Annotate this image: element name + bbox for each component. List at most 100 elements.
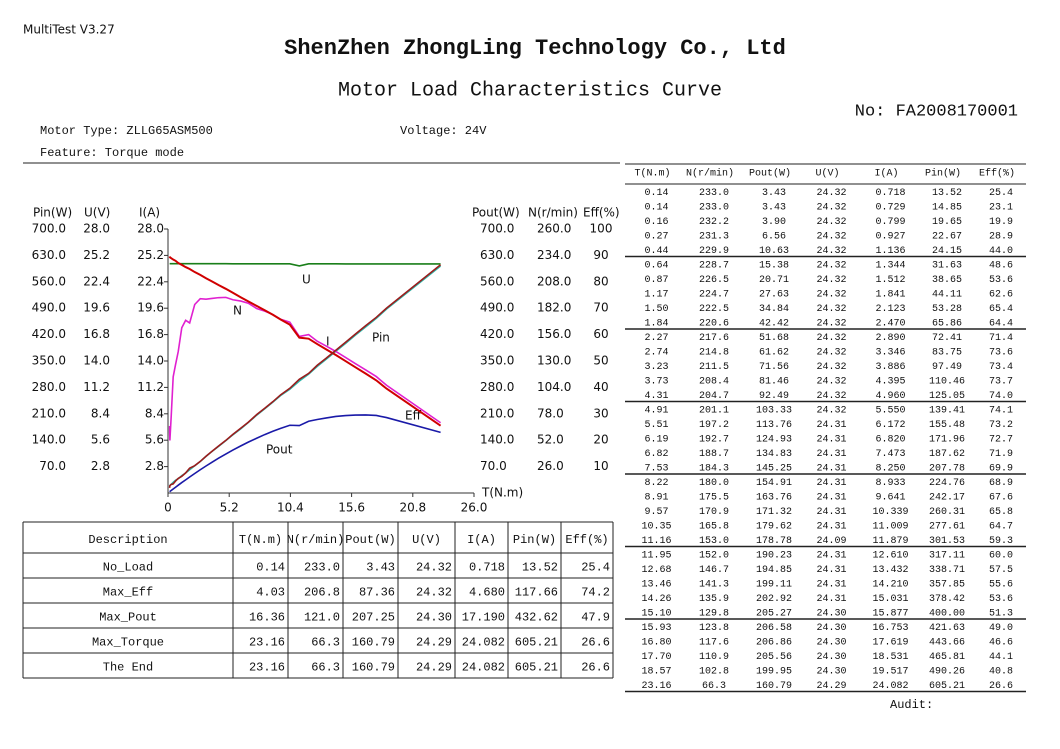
data-cell: 11.879 [872, 536, 908, 547]
data-cell: 110.9 [699, 652, 729, 663]
data-cell: 24.31 [816, 420, 846, 431]
data-cell: 19.517 [872, 666, 908, 677]
data-cell: 24.30 [816, 666, 846, 677]
data-cell: 152.0 [699, 550, 729, 561]
data-cell: 443.66 [929, 637, 965, 648]
data-cell: 154.91 [756, 478, 792, 489]
summary-header: Pout(W) [345, 533, 395, 547]
summary-cell: 26.6 [581, 661, 610, 675]
data-cell: 73.6 [989, 347, 1013, 358]
data-cell: 6.82 [644, 449, 668, 460]
data-cell: 0.799 [875, 217, 905, 228]
data-cell: 217.6 [699, 333, 729, 344]
data-cell: 24.32 [816, 260, 846, 271]
data-cell: 51.3 [989, 608, 1013, 619]
curve-label: Pout [266, 443, 293, 457]
data-cell: 68.9 [989, 478, 1013, 489]
data-cell: 51.68 [759, 333, 789, 344]
data-cell: 11.009 [872, 521, 908, 532]
data-cell: 2.470 [875, 318, 905, 329]
data-cell: 5.550 [875, 405, 905, 416]
data-cell: 73.7 [989, 376, 1013, 387]
data-cell: 0.927 [875, 231, 905, 242]
data-cell: 8.91 [644, 492, 668, 503]
data-cell: 24.32 [816, 202, 846, 213]
y-tick-label: 210.0 [32, 406, 66, 420]
data-cell: 10.63 [759, 246, 789, 257]
y-tick-label: 22.4 [137, 274, 164, 288]
data-cell: 163.76 [756, 492, 792, 503]
data-cell: 242.17 [929, 492, 965, 503]
y-tick-label: 16.8 [137, 327, 164, 341]
data-cell: 9.57 [644, 507, 668, 518]
data-cell: 3.886 [875, 362, 905, 373]
y-tick-label: 40 [593, 380, 608, 394]
data-cell: 0.16 [644, 217, 668, 228]
data-cell: 317.11 [929, 550, 965, 561]
data-cell: 231.3 [699, 231, 729, 242]
data-cell: 65.8 [989, 507, 1013, 518]
data-cell: 207.78 [929, 463, 965, 474]
summary-cell: 66.3 [311, 661, 340, 675]
data-cell: 208.4 [699, 376, 729, 387]
data-cell: 206.86 [756, 637, 792, 648]
data-cell: 338.71 [929, 565, 965, 576]
y-tick-label: 5.6 [91, 433, 110, 447]
y-tick-label: 50 [593, 354, 608, 368]
data-cell: 48.6 [989, 260, 1013, 271]
data-cell: 199.11 [756, 579, 792, 590]
y-tick-label: 28.0 [83, 222, 110, 236]
y-tick-label: 80 [593, 274, 608, 288]
summary-cell: 160.79 [352, 661, 395, 675]
x-tick-label: 0 [164, 501, 172, 515]
data-cell: 6.56 [762, 231, 786, 242]
summary-cell: 207.25 [352, 611, 395, 625]
data-cell: 184.3 [699, 463, 729, 474]
data-cell: 171.96 [929, 434, 965, 445]
data-cell: 49.0 [989, 623, 1013, 634]
summary-cell: 0.14 [256, 561, 285, 575]
y-tick-label: 78.0 [537, 406, 564, 420]
data-cell: 277.61 [929, 521, 965, 532]
summary-header: N(r/min) [287, 533, 345, 547]
data-cell: 60.0 [989, 550, 1013, 561]
data-cell: 220.6 [699, 318, 729, 329]
curve [168, 264, 442, 488]
y-tick-label: 2.8 [145, 459, 164, 473]
y-tick-label: 420.0 [32, 327, 66, 341]
data-cell: 97.49 [932, 362, 962, 373]
y-tick-label: 234.0 [537, 248, 571, 262]
data-cell: 40.8 [989, 666, 1013, 677]
data-cell: 11.16 [641, 536, 671, 547]
data-cell: 117.6 [699, 637, 729, 648]
data-cell: 66.3 [702, 681, 726, 692]
data-cell: 205.56 [756, 652, 792, 663]
data-cell: 1.344 [875, 260, 905, 271]
data-cell: 26.6 [989, 681, 1013, 692]
summary-cell: 25.4 [581, 561, 610, 575]
data-cell: 17.70 [641, 652, 671, 663]
summary-cell: 206.8 [304, 586, 340, 600]
y-tick-label: 350.0 [32, 354, 66, 368]
data-cell: 11.95 [641, 550, 671, 561]
data-cell: 6.820 [875, 434, 905, 445]
y-tick-label: 700.0 [480, 222, 514, 236]
y-tick-label: 560.0 [480, 274, 514, 288]
summary-cell: 4.03 [256, 586, 285, 600]
data-cell: 61.62 [759, 347, 789, 358]
summary-cell: Max_Eff [103, 586, 153, 600]
data-cell: 24.32 [816, 318, 846, 329]
summary-cell: 24.29 [416, 636, 452, 650]
data-cell: 17.619 [872, 637, 908, 648]
y-tick-label: 5.6 [145, 433, 164, 447]
data-cell: 179.62 [756, 521, 792, 532]
data-cell: 10.339 [872, 507, 908, 518]
data-cell: 110.46 [929, 376, 965, 387]
data-cell: 71.4 [989, 333, 1013, 344]
data-cell: 83.75 [932, 347, 962, 358]
data-cell: 194.85 [756, 565, 792, 576]
data-cell: 135.9 [699, 594, 729, 605]
data-cell: 3.23 [644, 362, 668, 373]
data-cell: 38.65 [932, 275, 962, 286]
data-cell: 145.25 [756, 463, 792, 474]
